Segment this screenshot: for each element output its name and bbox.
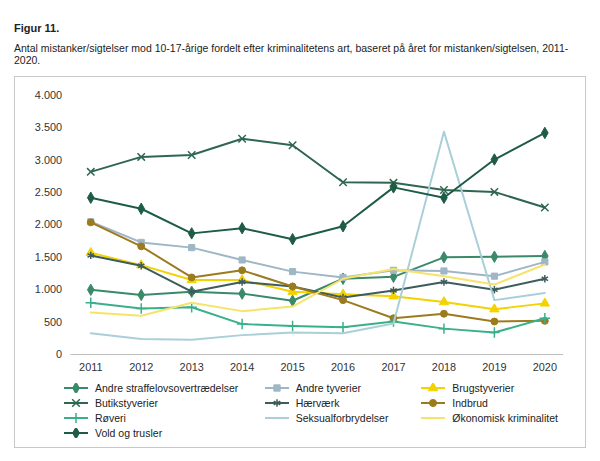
- svg-text:2017: 2017: [381, 361, 405, 373]
- svg-text:2020: 2020: [533, 361, 557, 373]
- svg-text:2011: 2011: [79, 361, 102, 373]
- svg-text:500: 500: [44, 316, 62, 328]
- html-text:Brugstyverier: Brugstyverier: [452, 381, 515, 394]
- html-text:Økonomisk kriminalitet: Økonomisk kriminalitet: [452, 411, 558, 424]
- svg-text:0: 0: [56, 348, 62, 360]
- svg-text:2012: 2012: [129, 361, 153, 373]
- svg-text:1.500: 1.500: [35, 251, 62, 263]
- html-text:Indbrud: Indbrud: [452, 396, 488, 409]
- html-text:Figur 11.: Figur 11.: [14, 22, 60, 34]
- svg-text:2.000: 2.000: [35, 218, 62, 230]
- svg-text:3.500: 3.500: [35, 121, 62, 133]
- html-text:Hærværk: Hærværk: [295, 396, 340, 409]
- html-text:Seksualforbrydelser: Seksualforbrydelser: [295, 411, 389, 424]
- html-text:Antal mistanker/sigtelser mod: Antal mistanker/sigtelser mod 10-17-årig…: [14, 42, 569, 66]
- svg-text:2.500: 2.500: [35, 186, 62, 198]
- svg-text:2015: 2015: [280, 361, 304, 373]
- svg-text:2016: 2016: [331, 361, 355, 373]
- svg-text:3.000: 3.000: [35, 154, 62, 166]
- svg-text:4.000: 4.000: [35, 89, 62, 101]
- svg-text:2013: 2013: [180, 361, 204, 373]
- svg-text:1.000: 1.000: [35, 283, 62, 295]
- html-text:Andre straffelovsovertrædelser: Andre straffelovsovertrædelser: [95, 381, 239, 394]
- html-text:Butikstyverier: Butikstyverier: [95, 396, 158, 409]
- svg-text:2019: 2019: [482, 361, 506, 373]
- html-text:Røveri: Røveri: [95, 411, 126, 424]
- svg-text:2018: 2018: [432, 361, 456, 373]
- svg-text:2014: 2014: [230, 361, 254, 373]
- html-text:Vold og trusler: Vold og trusler: [95, 426, 163, 439]
- html-text:Andre tyverier: Andre tyverier: [295, 381, 361, 394]
